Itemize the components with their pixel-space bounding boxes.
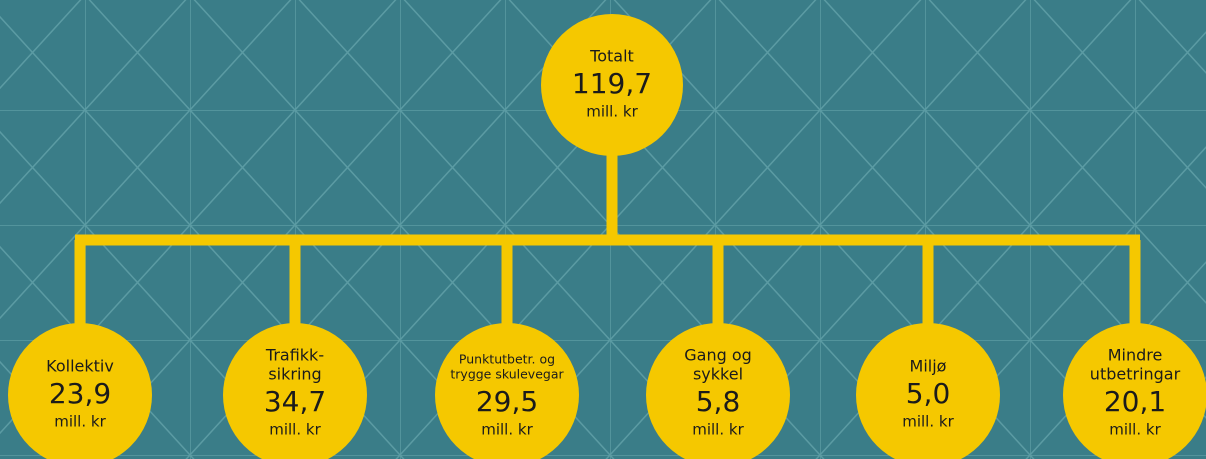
node-label: Punktutbetr. og xyxy=(459,352,555,367)
node-unit: mill. kr xyxy=(902,413,954,431)
node-label: utbetringar xyxy=(1090,365,1181,384)
node-circle xyxy=(646,323,790,459)
node-value: 5,0 xyxy=(906,377,951,410)
node-unit: mill. kr xyxy=(269,421,321,439)
node-circle xyxy=(541,14,683,156)
node-label: Totalt xyxy=(589,47,634,66)
node-label: trygge skulevegar xyxy=(450,367,564,382)
node-label: Miljø xyxy=(910,357,947,376)
node-circle xyxy=(8,323,152,459)
node-label: Gang og xyxy=(684,346,752,365)
node-circle xyxy=(856,323,1000,459)
node-value: 34,7 xyxy=(264,385,326,418)
node-label: Trafikk- xyxy=(265,346,324,365)
node-label: sikring xyxy=(268,365,321,384)
node-circle xyxy=(1063,323,1206,459)
node-unit: mill. kr xyxy=(1109,421,1161,439)
node-value: 119,7 xyxy=(572,67,652,100)
node-unit: mill. kr xyxy=(692,421,744,439)
node-label: Mindre xyxy=(1108,346,1163,365)
node-circle xyxy=(435,323,579,459)
node-unit: mill. kr xyxy=(481,421,533,439)
node-value: 20,1 xyxy=(1104,385,1166,418)
node-circle xyxy=(223,323,367,459)
node-unit: mill. kr xyxy=(54,413,106,431)
node-label: Kollektiv xyxy=(46,357,114,376)
node-value: 29,5 xyxy=(476,385,538,418)
node-label: sykkel xyxy=(693,365,743,384)
node-value: 5,8 xyxy=(696,385,741,418)
node-unit: mill. kr xyxy=(586,103,638,121)
node-value: 23,9 xyxy=(49,377,111,410)
